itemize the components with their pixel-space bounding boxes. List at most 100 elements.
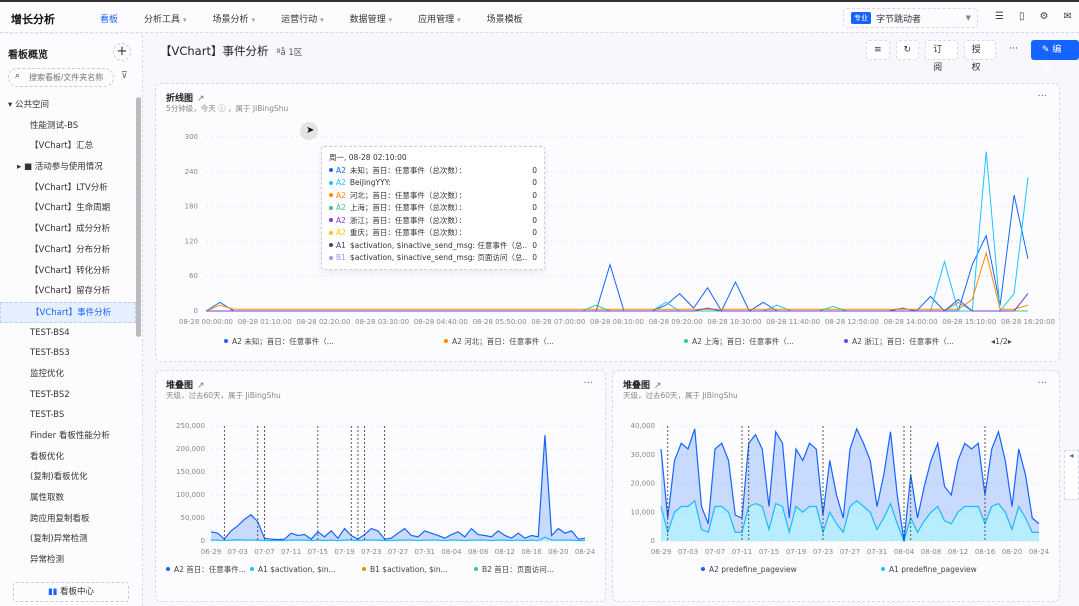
dashboard-tree: ▾ 公共空间性能测试-BS 【VChart】汇总 ▸ ■ 活动参与使用情况【VCha… bbox=[0, 95, 136, 571]
main-nav: 看板 分析工具 ▾ 场景分析 ▾ 运营行动 ▾ 数据管理 ▾ 应用管理 ▾ 场景模板 bbox=[100, 12, 549, 25]
y-tick-label: 250,000 bbox=[176, 422, 205, 430]
filter-icon: ≡ bbox=[874, 45, 882, 55]
window-icon[interactable]: ▯ bbox=[1018, 11, 1025, 22]
card-subtitle: 天级，过去60天，属于 JiBingShu bbox=[623, 391, 738, 400]
more-button[interactable]: ··· bbox=[1037, 378, 1047, 389]
sidebar-scrollbar[interactable] bbox=[136, 97, 141, 337]
filter-button[interactable]: ≡ bbox=[866, 40, 890, 60]
x-tick-label: 08-28 02:20:00 bbox=[296, 318, 350, 326]
card-subtitle: 5分钟级，今天 ⓘ ，属于 JiBingShu bbox=[166, 104, 289, 113]
x-tick-label: 06-29 bbox=[201, 548, 221, 556]
sidebar-item[interactable]: 属性取数 bbox=[30, 493, 65, 504]
chevron-down-icon: ▼ bbox=[965, 14, 971, 22]
chart-tooltip: 周一, 08-28 02:10:00 A2 未知；首日：任意事件（总次数）： 0 A2… bbox=[321, 146, 545, 270]
x-tick-label: 08-20 bbox=[548, 548, 568, 556]
nav-item[interactable]: 场景模板 bbox=[487, 12, 523, 25]
legend-pager[interactable]: ◂1/2▸ bbox=[991, 337, 1012, 346]
cursor-highlight bbox=[300, 122, 318, 140]
y-tick-label: 0 bbox=[194, 307, 198, 315]
series-line bbox=[660, 499, 1039, 543]
sidebar-item[interactable]: 跨应用复制看板 bbox=[30, 513, 90, 524]
collapse-icon: ◂ bbox=[1069, 451, 1074, 460]
y-tick-label: 50,000 bbox=[181, 514, 206, 522]
sidebar-item[interactable]: 【VChart】生命周期 bbox=[30, 203, 111, 214]
legend-item[interactable]: B2 首日：页面访问... bbox=[482, 564, 554, 574]
document-icon[interactable]: ☰ bbox=[995, 11, 1004, 22]
sidebar-item[interactable]: 【VChart】事件分析 bbox=[0, 301, 136, 323]
series-tag: A2 bbox=[336, 203, 346, 213]
nav-item[interactable]: 运营行动 ▾ bbox=[281, 12, 324, 25]
sidebar-item[interactable]: 【VChart】留存分析 bbox=[30, 286, 111, 297]
gear-icon[interactable]: ⚙ bbox=[1039, 11, 1049, 22]
stacked-chart-card-1: 堆叠图 ↗ 天级，过去60天，属于 JiBingShu ··· 0 50,000 10… bbox=[155, 370, 606, 602]
legend-item[interactable]: A2 河北；首日：任意事件（... bbox=[452, 336, 554, 346]
refresh-icon: ↻ bbox=[903, 45, 912, 55]
y-tick-label: 30,000 bbox=[631, 451, 656, 459]
side-panel-toggle[interactable]: ◂ bbox=[1064, 450, 1079, 500]
legend-item[interactable]: A2 首日：任意事件... bbox=[174, 564, 246, 574]
more-button[interactable]: ··· bbox=[1037, 91, 1047, 102]
nav-label: 分析工具 bbox=[144, 15, 181, 25]
authorize-button[interactable]: 授权 bbox=[963, 40, 997, 73]
tooltip-row: A2 BeiJingYYY: 0 bbox=[329, 177, 537, 190]
sidebar-item[interactable]: 【VChart】成分分析 bbox=[30, 224, 111, 235]
refresh-button[interactable]: ↻ bbox=[895, 40, 920, 60]
legend-item[interactable]: A2 未知；首日：任意事件（... bbox=[232, 336, 334, 346]
sidebar-item[interactable]: TEST-BS3 bbox=[30, 348, 70, 359]
mail-icon[interactable]: ✉ bbox=[1063, 11, 1072, 22]
edit-button[interactable]: ✎ 编辑 bbox=[1030, 40, 1079, 73]
sidebar-item[interactable]: 【VChart】汇总 bbox=[30, 141, 94, 152]
legend-item[interactable]: A1 predefine_pageview bbox=[889, 565, 977, 574]
sidebar-item[interactable]: 异常检测 bbox=[30, 555, 65, 566]
nav-item[interactable]: 场景分析 ▾ bbox=[213, 12, 256, 25]
sidebar-item[interactable]: 【VChart】分布分析 bbox=[30, 244, 111, 255]
sidebar-item[interactable]: (复制)看板优化 bbox=[30, 472, 88, 483]
sidebar-item[interactable]: 看板优化 bbox=[30, 451, 65, 462]
legend-item[interactable]: B1 $activation, $in... bbox=[370, 565, 448, 574]
nav-item[interactable]: 看板 bbox=[100, 12, 118, 25]
sidebar-item[interactable]: TEST-BS bbox=[30, 410, 65, 421]
series-line bbox=[211, 536, 585, 542]
sidebar-item[interactable]: TEST-BS4 bbox=[30, 327, 70, 338]
sidebar-item[interactable]: 【VChart】转化分析 bbox=[30, 265, 111, 276]
nav-item[interactable]: 应用管理 ▾ bbox=[418, 12, 461, 25]
series-name: BeiJingYYY: bbox=[349, 178, 391, 188]
sidebar-item[interactable]: TEST-BS2 bbox=[30, 389, 70, 400]
add-dashboard-button[interactable]: + bbox=[113, 43, 131, 61]
chevron-down-icon: ▾ bbox=[183, 16, 187, 24]
sidebar-item[interactable]: (复制)异常检测 bbox=[30, 534, 88, 545]
nav-item[interactable]: 数据管理 ▾ bbox=[350, 12, 393, 25]
sidebar-item[interactable]: ▸ ■ 活动参与使用情况 bbox=[17, 162, 103, 173]
legend-item[interactable]: A2 上海；首日：任意事件（... bbox=[692, 336, 794, 346]
search-input[interactable] bbox=[8, 68, 114, 87]
legend-item[interactable]: A1 $activation, $in... bbox=[258, 565, 336, 574]
sidebar-item[interactable]: Finder 看板性能分析 bbox=[30, 431, 110, 441]
sidebar-item[interactable]: 性能测试-BS bbox=[30, 120, 79, 131]
more-button[interactable]: ··· bbox=[583, 378, 593, 389]
project-selector[interactable]: 专业 字节跳动者 ▼ bbox=[843, 8, 978, 28]
x-tick-label: 07-15 bbox=[759, 548, 779, 556]
series-dot bbox=[329, 218, 333, 223]
chevron-down-icon: ▾ bbox=[457, 16, 461, 24]
y-tick-label: 180 bbox=[185, 203, 198, 211]
series-tag: A2 bbox=[336, 228, 346, 238]
subscribe-button[interactable]: 订阅 bbox=[925, 40, 958, 73]
sidebar-item[interactable]: 监控优化 bbox=[30, 368, 65, 379]
series-dot bbox=[329, 193, 333, 198]
sidebar-item[interactable]: ▾ 公共空间 bbox=[8, 100, 49, 110]
x-tick-label: 07-11 bbox=[281, 548, 301, 556]
series-value: 0 bbox=[532, 165, 537, 175]
sidebar-item[interactable]: 【VChart】LTV分析 bbox=[30, 182, 108, 193]
series-line bbox=[210, 435, 586, 541]
legend-item[interactable]: A2 predefine_pageview bbox=[709, 565, 797, 574]
series-tag: A2 bbox=[336, 165, 346, 175]
more-button[interactable]: ··· bbox=[1009, 44, 1018, 54]
filter-icon[interactable]: ⊽ bbox=[121, 71, 128, 81]
dashboard-center-button[interactable]: ▮▮ 看板中心 bbox=[13, 582, 129, 602]
nav-label: 场景分析 bbox=[212, 15, 249, 25]
x-tick-label: 07-19 bbox=[786, 548, 806, 556]
card-title: 折线图 ↗ bbox=[166, 94, 205, 104]
legend-item[interactable]: A2 浙江；首日：任意事件（... bbox=[852, 336, 954, 346]
nav-item[interactable]: 分析工具 ▾ bbox=[144, 12, 187, 25]
series-tag: A2 bbox=[336, 215, 346, 225]
